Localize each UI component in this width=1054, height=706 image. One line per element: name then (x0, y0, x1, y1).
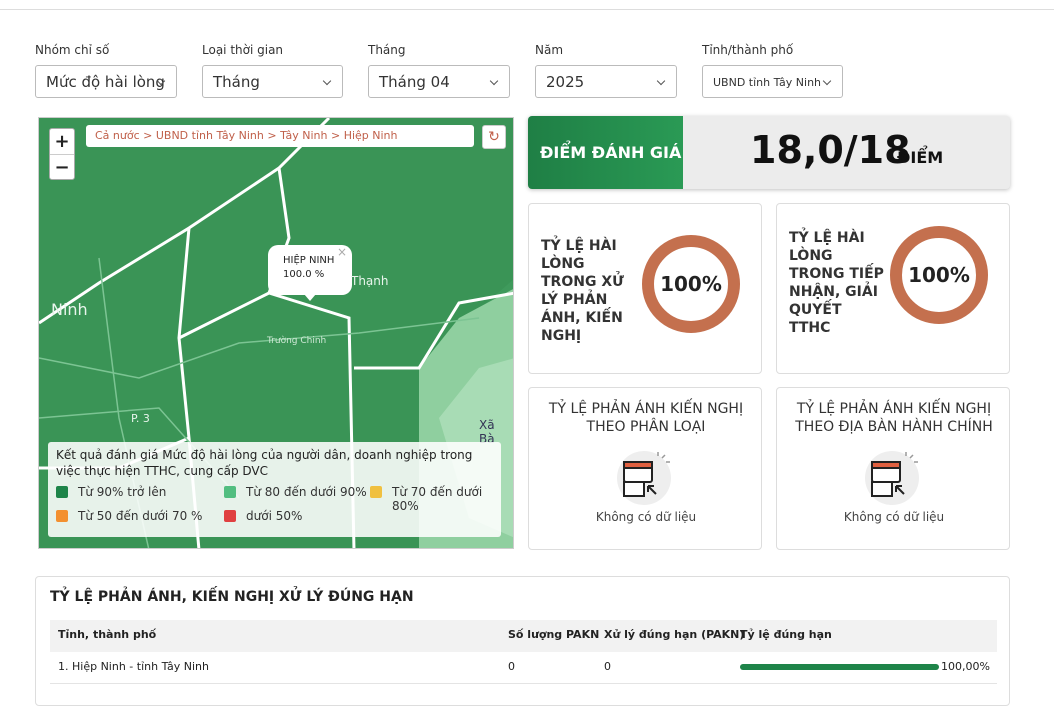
donut-card: TỶ LỆ HÀI LÒNG TRONG TIẾP NHẬN, GIẢI QUY… (776, 203, 1010, 374)
top-rule (0, 9, 1054, 10)
score-value: 18,0/18 (750, 128, 911, 172)
place-label: P. 3 (131, 412, 150, 425)
map: + − Cả nước > UBND tỉnh Tây Ninh > Tây N… (38, 117, 514, 549)
donut-title: TỶ LỆ HÀI LÒNG TRONG XỬ LÝ PHẢN ÁNH, KIẾ… (541, 238, 624, 344)
table-cell: 0 (508, 660, 515, 673)
donut-card: TỶ LỆ HÀI LÒNG TRONG XỬ LÝ PHẢN ÁNH, KIẾ… (528, 203, 762, 374)
legend-swatch (224, 486, 236, 498)
donut-arc (642, 235, 740, 333)
donut: 100% (890, 226, 988, 324)
filter-label: Tỉnh/thành phố (702, 43, 794, 57)
table-card: TỶ LỆ PHẢN ÁNH, KIẾN NGHỊ XỬ LÝ ĐÚNG HẠN… (35, 576, 1010, 706)
donut-label: 100% (660, 272, 722, 296)
legend-swatch (56, 486, 68, 498)
donut-arc (890, 226, 988, 324)
donut-title: TỶ LỆ HÀI LÒNG TRONG TIẾP NHẬN, GIẢI QUY… (789, 230, 884, 336)
table-cell: 0 (604, 660, 611, 673)
legend-swatch (56, 510, 68, 522)
breadcrumb[interactable]: Cả nước > UBND tỉnh Tây Ninh > Tây Ninh … (86, 125, 474, 147)
refresh-button[interactable]: ↻ (482, 125, 506, 149)
place-label: Trường Chinh (267, 336, 327, 346)
table-cell: 1. Hiệp Ninh - tỉnh Tây Ninh (58, 660, 209, 673)
table-title: TỶ LỆ PHẢN ÁNH, KIẾN NGHỊ XỬ LÝ ĐÚNG HẠN (50, 589, 414, 605)
legend-label: Từ 50 đến dưới 70 % (78, 509, 203, 523)
table-header-cell: Số lượng PAKN (508, 628, 600, 641)
score-unit: ĐIỂM (897, 148, 944, 167)
filter-label: Nhóm chỉ số (35, 43, 110, 57)
popup-close[interactable]: × (336, 245, 347, 259)
table-header-cell: Xử lý đúng hạn (PAKN) (604, 628, 745, 641)
popup: HIỆP NINH 100.0 % × (268, 245, 352, 295)
legend-label: Từ 80 đến dưới 90% (246, 485, 367, 499)
place-label: Thạnh (351, 274, 389, 288)
empty-card: TỶ LỆ PHẢN ÁNH KIẾN NGHỊ THEO ĐỊA BÀN HÀ… (776, 387, 1010, 550)
filter-select[interactable]: Mức độ hài lòng (35, 65, 177, 98)
place-label: Ninh (51, 300, 88, 319)
row-rule (50, 683, 997, 684)
popup-tip (304, 294, 316, 301)
zoom-control: + − (49, 128, 75, 180)
table-header (50, 620, 997, 652)
progress-bar (740, 664, 939, 670)
zoom-in[interactable]: + (50, 129, 74, 155)
score-card: ĐIỂM ĐÁNH GIÁ 18,0/18 ĐIỂM (528, 116, 1010, 189)
filter-label: Tháng (368, 43, 406, 57)
filter-select[interactable]: Tháng (202, 65, 343, 98)
legend-label: Từ 90% trở lên (78, 485, 167, 499)
score-label: ĐIỂM ĐÁNH GIÁ (528, 116, 683, 189)
progress-label: 100,00% (941, 660, 990, 673)
donut-label: 100% (908, 263, 970, 287)
empty-title: TỶ LỆ PHẢN ÁNH KIẾN NGHỊ THEO PHÂN LOẠI (548, 401, 744, 435)
map-legend: Kết quả đánh giá Mức độ hài lòng của ngư… (48, 442, 501, 537)
legend-title: Kết quả đánh giá Mức độ hài lòng của ngư… (56, 448, 473, 478)
filter-label: Loại thời gian (202, 43, 284, 57)
popup-value: 100.0 % (283, 269, 325, 280)
table-header-cell: Tỉnh, thành phố (58, 628, 157, 641)
empty-card: TỶ LỆ PHẢN ÁNH KIẾN NGHỊ THEO PHÂN LOẠI K… (528, 387, 762, 550)
empty-title: TỶ LỆ PHẢN ÁNH KIẾN NGHỊ THEO ĐỊA BÀN HÀ… (795, 401, 993, 435)
legend-swatch (370, 486, 382, 498)
legend-swatch (224, 510, 236, 522)
legend-label: Từ 70 đến dưới 80% (392, 485, 483, 513)
filter-select[interactable]: 2025 (535, 65, 677, 98)
empty-icon (865, 451, 919, 505)
empty-message: Không có dữ liệu (595, 510, 697, 524)
filter-select[interactable]: Tháng 04 (368, 65, 510, 98)
legend-label: dưới 50% (246, 509, 303, 523)
zoom-out[interactable]: − (54, 157, 70, 178)
empty-message: Không có dữ liệu (843, 510, 945, 524)
empty-icon (617, 451, 671, 505)
filter-label: Năm (535, 43, 564, 57)
popup-name: HIỆP NINH (283, 255, 335, 266)
donut: 100% (642, 235, 740, 333)
legend-items: Từ 90% trở lên Từ 80 đến dưới 90% Từ 70 đế… (56, 485, 496, 535)
table-header-cell: Tỷ lệ đúng hạn (740, 628, 832, 641)
filter-select[interactable]: UBND tỉnh Tây Ninh (702, 65, 843, 98)
